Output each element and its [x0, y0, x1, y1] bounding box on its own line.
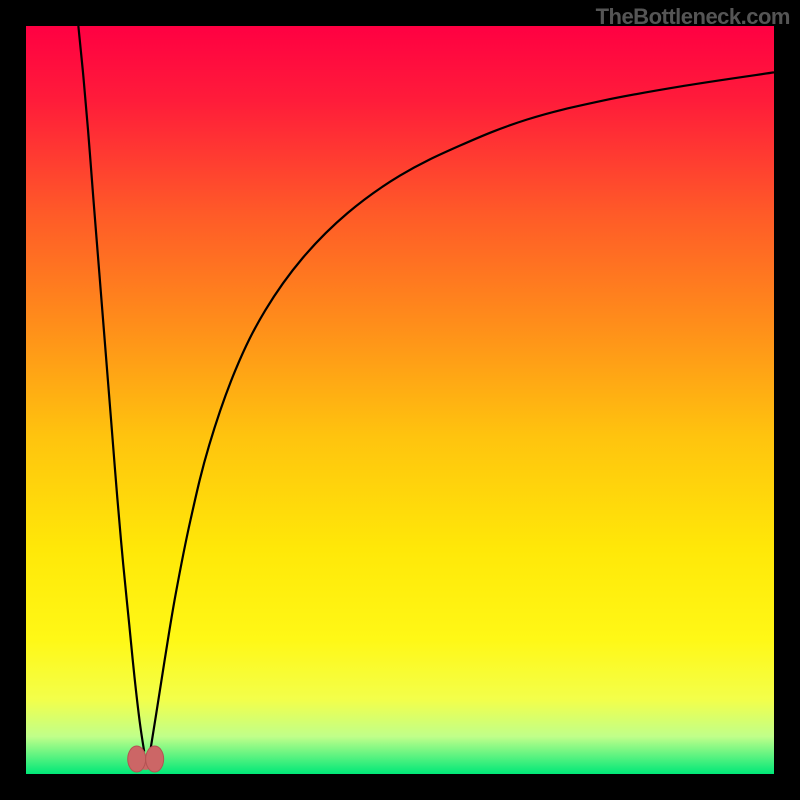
gradient-background: [26, 26, 774, 774]
chart-frame: TheBottleneck.com: [0, 0, 800, 800]
minimum-marker-0: [128, 746, 146, 772]
watermark-text: TheBottleneck.com: [596, 4, 790, 30]
bottleneck-chart: [0, 0, 800, 800]
minimum-marker-1: [146, 746, 164, 772]
